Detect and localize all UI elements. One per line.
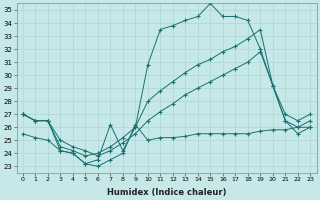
X-axis label: Humidex (Indice chaleur): Humidex (Indice chaleur): [107, 188, 226, 197]
